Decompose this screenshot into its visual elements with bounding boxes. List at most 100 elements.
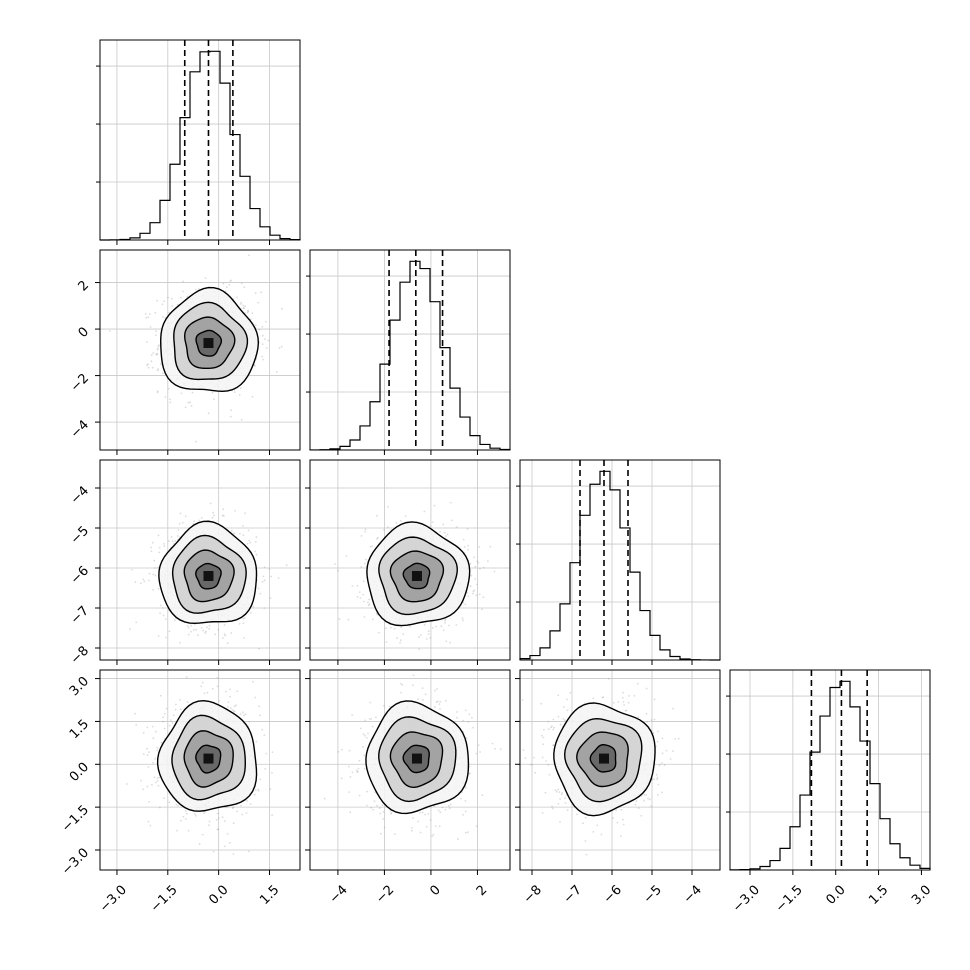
scatter-point — [222, 508, 225, 511]
scatter-point — [149, 824, 152, 827]
scatter-point — [156, 354, 159, 356]
scatter-point — [217, 828, 220, 830]
scatter-point — [263, 566, 266, 569]
scatter-point — [360, 566, 363, 568]
scatter-point — [249, 803, 252, 805]
scatter-point — [582, 822, 584, 825]
scatter-point — [417, 820, 419, 823]
scatter-point — [553, 726, 555, 729]
scatter-point — [191, 391, 194, 394]
scatter-point — [348, 749, 351, 752]
scatter-point — [204, 277, 207, 280]
scatter-point — [195, 815, 197, 817]
histogram-bars — [309, 260, 511, 451]
scatter-point — [555, 790, 558, 793]
x-tick-label: −4 — [327, 883, 351, 907]
scatter-point — [368, 718, 371, 720]
scatter-point — [231, 807, 234, 810]
scatter-point — [242, 617, 245, 620]
scatter-point — [182, 815, 185, 818]
scatter-point — [162, 716, 165, 719]
scatter-point — [146, 364, 149, 367]
scatter-point — [226, 642, 229, 645]
scatter-point — [224, 820, 226, 822]
scatter-point — [254, 789, 257, 792]
scatter-point — [205, 630, 207, 633]
scatter-point — [424, 693, 427, 696]
scatter-point — [285, 564, 288, 567]
scatter-point — [438, 703, 441, 705]
scatter-point — [367, 601, 369, 604]
scatter-panel-1-0: −4−202 — [68, 249, 301, 455]
scatter-point — [233, 710, 236, 712]
scatter-point — [126, 783, 128, 785]
x-tick-label: 0 — [427, 883, 443, 899]
scatter-point — [146, 754, 149, 756]
scatter-point — [449, 803, 452, 806]
scatter-point — [212, 511, 215, 514]
scatter-point — [151, 541, 154, 544]
scatter-panel-3-0: −3.0 −1.5 0.0 1.5−3.0−1.50.01.53.0 — [59, 669, 301, 916]
scatter-point — [156, 777, 159, 779]
scatter-point — [467, 831, 469, 834]
scatter-point — [204, 632, 207, 634]
scatter-point — [368, 598, 370, 601]
scatter-point — [152, 737, 155, 740]
scatter-point — [489, 545, 492, 548]
scatter-point — [622, 701, 625, 703]
scatter-point — [144, 313, 147, 315]
y-tick-label: −3.0 — [59, 845, 92, 878]
scatter-point — [165, 707, 168, 710]
scatter-point — [263, 579, 266, 582]
scatter-point — [401, 684, 404, 686]
scatter-point — [409, 625, 411, 628]
scatter-point — [371, 618, 374, 621]
scatter-point — [201, 833, 204, 836]
scatter-point — [227, 706, 230, 708]
scatter-point — [109, 330, 111, 332]
scatter-point — [228, 284, 231, 286]
scatter-point — [170, 719, 172, 721]
scatter-point — [656, 778, 658, 781]
scatter-point — [337, 750, 340, 753]
scatter-point — [186, 295, 189, 298]
scatter-point — [563, 706, 565, 708]
scatter-point — [436, 688, 438, 690]
scatter-point — [600, 833, 603, 836]
scatter-point — [547, 728, 550, 731]
scatter-point — [396, 637, 398, 640]
scatter-point — [442, 523, 445, 526]
scatter-point — [363, 616, 366, 618]
scatter-point — [463, 546, 466, 548]
scatter-point — [261, 326, 264, 328]
scatter-point — [410, 829, 413, 832]
scatter-point — [379, 832, 382, 835]
scatter-point — [217, 817, 220, 819]
scatter-point — [445, 640, 448, 643]
scatter-point — [159, 806, 161, 809]
scatter-point — [471, 717, 473, 719]
scatter-point — [476, 560, 479, 563]
scatter-point — [264, 768, 266, 770]
scatter-point — [195, 440, 198, 443]
scatter-point — [482, 566, 485, 569]
scatter-point — [478, 593, 481, 596]
scatter-point — [156, 369, 159, 372]
scatter-point — [146, 341, 148, 343]
scatter-point — [362, 745, 364, 748]
scatter-point — [529, 763, 532, 766]
scatter-point — [467, 721, 470, 723]
scatter-point — [348, 765, 350, 768]
scatter-point — [240, 418, 243, 421]
scatter-point — [422, 699, 424, 701]
scatter-point — [464, 831, 467, 834]
scatter-point — [239, 533, 241, 535]
scatter-point — [142, 753, 145, 755]
scatter-point — [261, 343, 264, 345]
scatter-point — [146, 785, 149, 788]
scatter-point — [150, 354, 153, 357]
scatter-point — [145, 316, 148, 319]
y-tick-label: −4 — [68, 418, 92, 442]
scatter-point — [377, 631, 380, 634]
scatter-point — [179, 708, 182, 711]
